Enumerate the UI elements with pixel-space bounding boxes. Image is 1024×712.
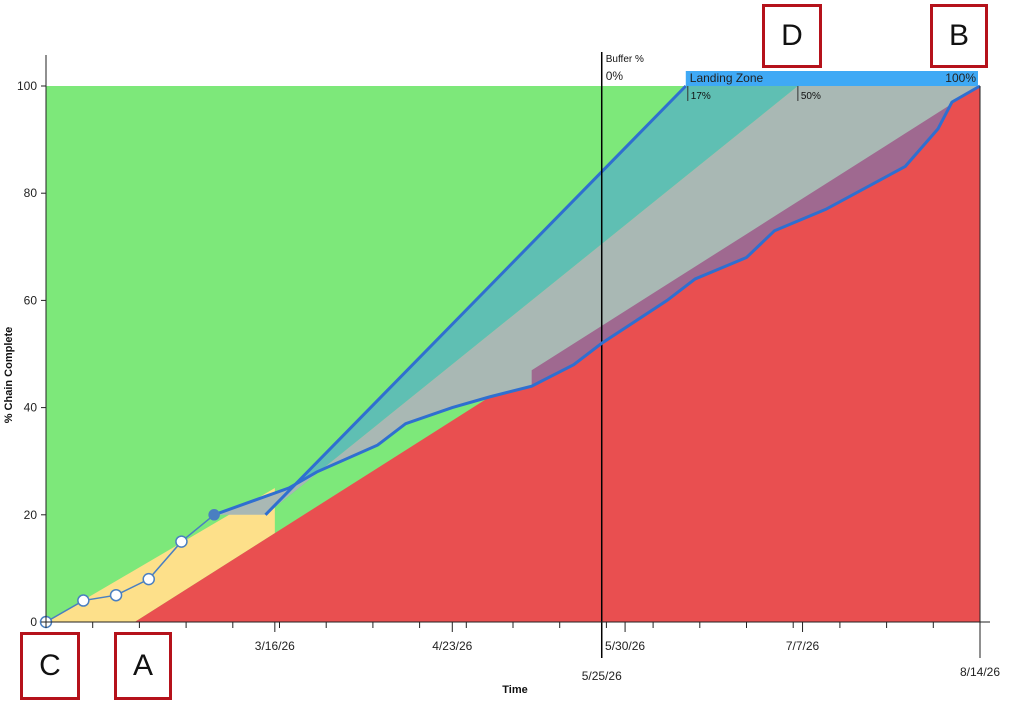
x-end-date-label: 8/14/26 (960, 665, 1000, 679)
forecast-line (213, 84, 981, 517)
landing-zone: Landing Zone 100% 17% 50% (685, 71, 978, 102)
actual-point (175, 535, 188, 548)
y-tick-label: 60 (24, 293, 38, 307)
landing-zone-bar (685, 71, 978, 86)
y-tick-label: 80 (24, 186, 38, 200)
landing-zone-end-label: 100% (945, 71, 976, 85)
landing-mid-label: 50% (801, 91, 821, 102)
y-tick-label: 20 (24, 508, 38, 522)
gray-region (214, 86, 980, 515)
x-tick-label: 4/23/26 (432, 639, 472, 653)
purple-region (531, 86, 980, 387)
marker-d: D (762, 4, 822, 68)
x-tick-label: 7/7/26 (786, 639, 820, 653)
x-axis-title: Time (502, 684, 527, 696)
yellow-region (46, 488, 275, 622)
marker-c: C (20, 632, 80, 700)
marker-a: A (114, 632, 172, 700)
buffer-title: Buffer % (606, 54, 644, 65)
landing-start-label: 17% (691, 91, 711, 102)
x-tick-label: 3/16/26 (255, 639, 295, 653)
zone-top-line (264, 84, 687, 516)
actual-point (208, 509, 220, 521)
y-axis-title: % Chain Complete (3, 327, 15, 424)
y-tick-label: 40 (24, 401, 38, 415)
progress-series (39, 84, 981, 629)
buffer-value-label: 0% (606, 69, 624, 83)
marker-b: B (930, 4, 988, 68)
axes: 0 20 40 60 80 100 3/16/26 4/23/26 5/30/26 7/7/26 8… (3, 55, 1000, 696)
actual-point (142, 572, 155, 586)
actual-point (77, 594, 90, 607)
buffer-date-label: 5/25/26 (582, 669, 622, 683)
zone-regions (46, 86, 981, 622)
y-tick-label: 0 (30, 615, 37, 629)
y-tick-label: 100 (17, 79, 37, 93)
actual-line (45, 514, 215, 623)
actual-point (109, 588, 123, 602)
x-tick-label: 5/30/26 (605, 639, 645, 653)
zone-boundary-lines: Buffer % 0% 5/25/26 (264, 52, 687, 683)
landing-zone-title: Landing Zone (690, 71, 764, 85)
